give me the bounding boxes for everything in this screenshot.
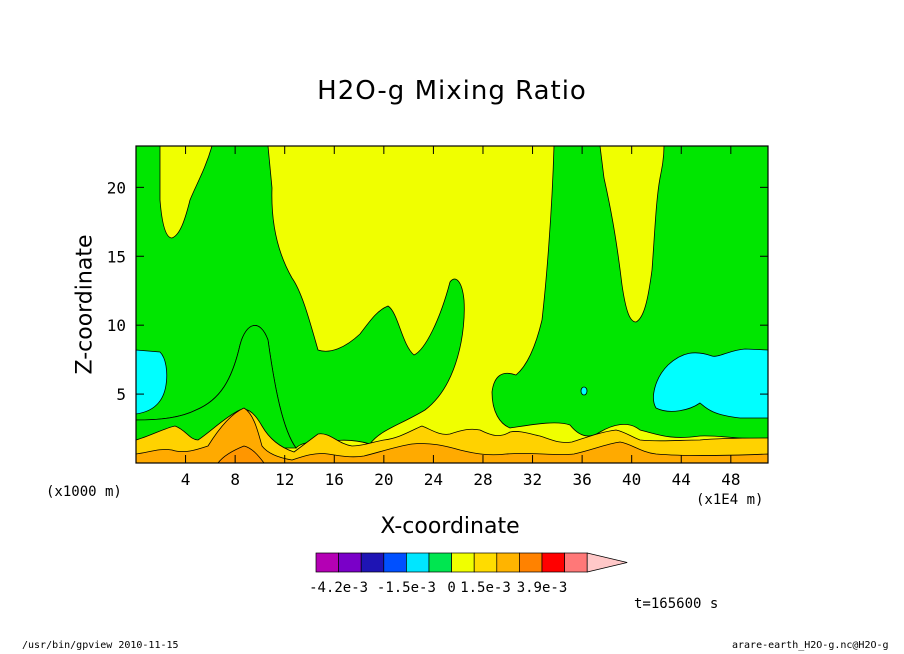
- colorbar-swatch: [473, 552, 498, 573]
- x-tick-label: 16: [325, 470, 344, 489]
- colorbar-swatch: [360, 552, 385, 573]
- colorbar-swatch: [315, 552, 339, 573]
- x-tick-label: 12: [275, 470, 294, 489]
- x-unit-note: (x1000 m): [46, 484, 122, 500]
- x-tick-label: 28: [473, 470, 492, 489]
- colorbar-label: -1.5e-3: [377, 580, 436, 596]
- colorbar-label: 3.9e-3: [517, 580, 568, 596]
- x-axis-label: X-coordinate: [380, 514, 520, 539]
- y-tick-label: 15: [107, 247, 126, 266]
- colorbar-swatch: [406, 552, 430, 573]
- colorbar-swatch: [451, 552, 475, 573]
- y-tick-label: 20: [107, 178, 126, 197]
- colorbar-swatch: [496, 552, 520, 573]
- axis-frame: [135, 145, 769, 464]
- x-tick-label: 36: [572, 470, 591, 489]
- field-cyan-right: [653, 348, 768, 419]
- colorbar-arrow: [586, 552, 628, 573]
- colorbar-swatch: [541, 552, 565, 573]
- footer-right: arare-earth_H2O-g.nc@H2O-g: [732, 640, 889, 651]
- field-yellow-top-left: [159, 146, 213, 239]
- x-tick-label: 8: [230, 470, 240, 489]
- field-cyan-dot: [580, 386, 588, 396]
- x-tick-label: 32: [523, 470, 542, 489]
- y-tick-label: 10: [107, 316, 126, 335]
- x-tick-label: 4: [181, 470, 191, 489]
- colorbar-label: 1.5e-3: [460, 580, 511, 596]
- time-annotation: t=165600 s: [634, 596, 719, 612]
- y-axis: 5 10 15 20: [107, 178, 768, 404]
- field-orange-band: [136, 407, 768, 463]
- colorbar-label: -4.2e-3: [309, 580, 368, 596]
- y-tick-label: 5: [116, 385, 126, 404]
- footer-left: /usr/bin/gpview 2010-11-15: [22, 640, 179, 651]
- x-tick-label: 20: [374, 470, 393, 489]
- field-yellow-top-right: [599, 146, 665, 323]
- y-axis-label: Z-coordinate: [72, 234, 98, 375]
- colorbar-swatch: [519, 552, 543, 573]
- x-axis: 4 8 12 16 20 24 28 32 36 40 44 48: [181, 146, 740, 489]
- colorbar: -4.2e-3 -1.5e-3 0 1.5e-3 3.9e-3: [309, 552, 628, 596]
- plot-border: [135, 145, 769, 464]
- x-tick-label: 40: [622, 470, 641, 489]
- colorbar-swatch: [428, 552, 452, 573]
- field-cyan-left: [136, 349, 168, 415]
- contour-fields: [136, 146, 768, 463]
- colorbar-swatch: [564, 552, 588, 573]
- x-scale-note: (x1E4 m): [696, 492, 764, 508]
- colorbar-label: 0: [447, 580, 455, 596]
- colorbar-swatch: [383, 552, 407, 573]
- colorbar-swatch: [338, 552, 362, 573]
- chart-title: H2O-g Mixing Ratio: [317, 76, 587, 106]
- x-tick-label: 48: [721, 470, 740, 489]
- field-amber-blob: [217, 445, 265, 463]
- x-tick-label: 24: [424, 470, 443, 489]
- x-tick-label: 44: [672, 470, 691, 489]
